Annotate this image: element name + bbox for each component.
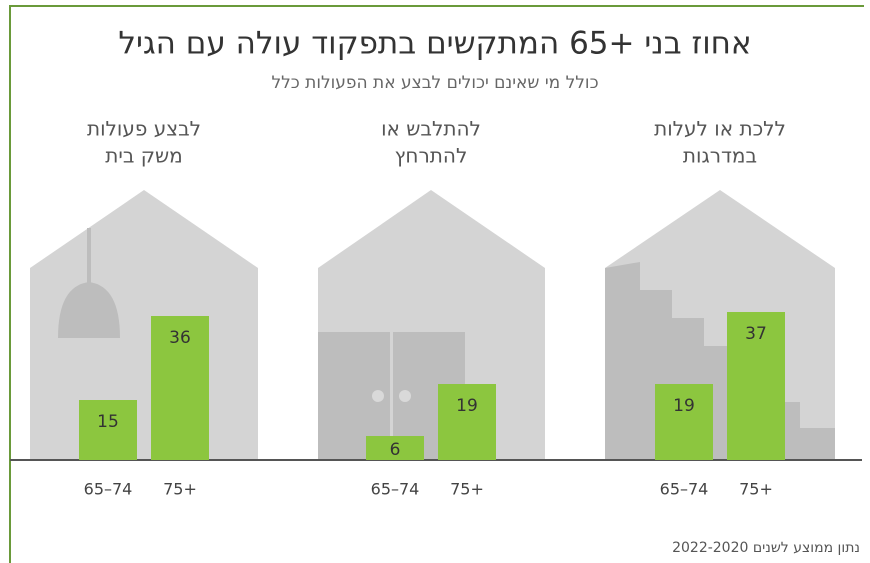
x-tick-label: 75+ (739, 480, 773, 499)
chart-subtitle: כולל מי שאינם יכולים לבצע את הפעולות כלל (271, 73, 598, 93)
panel-title: ללכת או לעלות (654, 117, 786, 141)
knob (399, 390, 411, 402)
x-tick-label: 65–74 (371, 480, 420, 499)
bar (655, 384, 713, 460)
value-label: 37 (745, 324, 767, 344)
panel-title: להתרחץ (395, 144, 468, 168)
frame (9, 5, 864, 563)
bar (79, 400, 137, 460)
bar (151, 316, 209, 460)
lamp-shade (58, 282, 120, 338)
panel-title: במדרגות (683, 144, 757, 168)
panel-title: לבצע פעולות (87, 117, 201, 141)
knob (372, 390, 384, 402)
x-tick-label: 65–74 (660, 480, 709, 499)
value-label: 6 (390, 440, 401, 460)
value-label: 15 (97, 412, 119, 432)
value-label: 19 (673, 396, 695, 416)
bar (366, 436, 424, 460)
x-tick-label: 75+ (163, 480, 197, 499)
chart-title: אחוז בני +65 המתקשים בתפקוד עולה עם הגיל (118, 26, 751, 62)
footnote: נתון ממוצע לשנים 2022-2020 (672, 540, 860, 556)
x-tick-label: 75+ (450, 480, 484, 499)
lamp-cord (87, 228, 91, 284)
value-label: 36 (169, 328, 191, 348)
value-label: 19 (456, 396, 478, 416)
lamp-icon (58, 228, 120, 338)
panel-title: להתלבש או (381, 117, 481, 141)
x-tick-label: 65–74 (84, 480, 133, 499)
bar (727, 312, 785, 460)
bar (438, 384, 496, 460)
panel-title: משק בית (105, 144, 182, 168)
